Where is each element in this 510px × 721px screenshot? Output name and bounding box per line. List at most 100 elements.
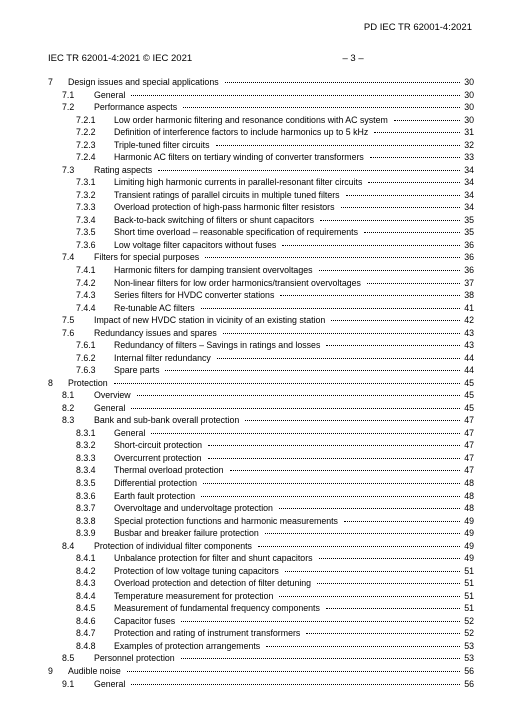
toc-number: 8.1 (62, 391, 94, 400)
toc-leader-dots (282, 245, 460, 246)
toc-number: 7.3 (62, 166, 94, 175)
toc-number: 7.4 (62, 253, 94, 262)
toc-page: 30 (462, 116, 474, 125)
toc-number: 7.3.3 (76, 203, 114, 212)
toc-leader-dots (217, 358, 460, 359)
toc-label: Transient ratings of parallel circuits i… (114, 191, 344, 200)
toc-row: 7.2Performance aspects30 (48, 103, 474, 112)
toc-label: General (114, 429, 149, 438)
toc-page: 36 (462, 253, 474, 262)
toc-leader-dots (279, 596, 460, 597)
toc-leader-dots (367, 283, 460, 284)
toc-leader-dots (225, 82, 461, 83)
toc-label: Bank and sub-bank overall protection (94, 416, 243, 425)
toc-leader-dots (131, 95, 460, 96)
toc-leader-dots (137, 395, 461, 396)
toc-page: 35 (462, 228, 474, 237)
toc-number: 8.3.8 (76, 517, 114, 526)
toc-row: 8.4.7Protection and rating of instrument… (48, 629, 474, 638)
toc-row: 8.3.5Differential protection48 (48, 479, 474, 488)
toc-label: General (94, 404, 129, 413)
toc-leader-dots (266, 646, 460, 647)
toc-number: 8.3.1 (76, 429, 114, 438)
toc-row: 7.6.3Spare parts 44 (48, 366, 474, 375)
toc-leader-dots (265, 533, 460, 534)
toc-page: 56 (462, 680, 474, 689)
toc-page: 47 (462, 466, 474, 475)
toc-page: 48 (462, 479, 474, 488)
toc-label: Busbar and breaker failure protection (114, 529, 263, 538)
toc-row: 8.5Personnel protection53 (48, 654, 474, 663)
toc-label: Rating aspects (94, 166, 156, 175)
toc-number: 7.6.3 (76, 366, 114, 375)
toc-leader-dots (317, 583, 460, 584)
toc-page: 49 (462, 554, 474, 563)
header-left: IEC TR 62001-4:2021 © IEC 2021 (48, 53, 192, 64)
toc-page: 51 (462, 579, 474, 588)
table-of-contents: 7Design issues and special applications3… (48, 78, 474, 689)
toc-label: Triple-tuned filter circuits (114, 141, 214, 150)
toc-number: 8.4.5 (76, 604, 114, 613)
toc-page: 34 (462, 203, 474, 212)
toc-label: Spare parts (114, 366, 163, 375)
toc-row: 8.3.6Earth fault protection48 (48, 492, 474, 501)
toc-number: 8.3.4 (76, 466, 114, 475)
toc-page: 31 (462, 128, 474, 137)
toc-row: 8.3.7Overvoltage and undervoltage protec… (48, 504, 474, 513)
toc-row: 7.4.2Non-linear filters for low order ha… (48, 279, 474, 288)
toc-row: 8.4.5Measurement of fundamental frequenc… (48, 604, 474, 613)
toc-number: 7.2.4 (76, 153, 114, 162)
toc-label: Measurement of fundamental frequency com… (114, 604, 324, 613)
toc-row: 8.1Overview45 (48, 391, 474, 400)
header-row: IEC TR 62001-4:2021 © IEC 2021 – 3 – (48, 53, 474, 64)
toc-page: 49 (462, 542, 474, 551)
toc-number: 7.2.3 (76, 141, 114, 150)
toc-page: 34 (462, 178, 474, 187)
toc-label: Protection and rating of instrument tran… (114, 629, 304, 638)
toc-leader-dots (230, 470, 461, 471)
toc-page: 49 (462, 529, 474, 538)
toc-page: 30 (462, 78, 474, 87)
toc-label: Capacitor fuses (114, 617, 179, 626)
toc-row: 9Audible noise56 (48, 667, 474, 676)
toc-number: 7.2.2 (76, 128, 114, 137)
toc-leader-dots (216, 145, 461, 146)
toc-label: Short-circuit protection (114, 441, 206, 450)
toc-number: 8.3.9 (76, 529, 114, 538)
toc-number: 8.4.6 (76, 617, 114, 626)
toc-label: Series filters for HVDC converter statio… (114, 291, 278, 300)
toc-label: Redundancy of filters – Savings in ratin… (114, 341, 324, 350)
toc-page: 32 (462, 141, 474, 150)
toc-label: Definition of interference factors to in… (114, 128, 372, 137)
toc-label: General (94, 91, 129, 100)
toc-page: 51 (462, 567, 474, 576)
toc-leader-dots (285, 571, 460, 572)
toc-page: 52 (462, 629, 474, 638)
toc-number: 8.4.4 (76, 592, 114, 601)
toc-number: 8.4 (62, 542, 94, 551)
toc-number: 8.2 (62, 404, 94, 413)
toc-leader-dots (326, 608, 460, 609)
toc-page: 30 (462, 91, 474, 100)
toc-number: 8.3.6 (76, 492, 114, 501)
toc-number: 8.3.5 (76, 479, 114, 488)
toc-row: 8.3.2Short-circuit protection47 (48, 441, 474, 450)
toc-number: 8.3 (62, 416, 94, 425)
toc-number: 7.3.5 (76, 228, 114, 237)
toc-number: 8 (48, 379, 68, 388)
toc-page: 43 (462, 341, 474, 350)
toc-page: 53 (462, 654, 474, 663)
toc-label: Personnel protection (94, 654, 179, 663)
toc-label: Special protection functions and harmoni… (114, 517, 342, 526)
toc-page: 44 (462, 366, 474, 375)
toc-page: 34 (462, 191, 474, 200)
toc-row: 7.2.2Definition of interference factors … (48, 128, 474, 137)
toc-number: 8.3.3 (76, 454, 114, 463)
toc-leader-dots (201, 496, 460, 497)
toc-label: Re-tunable AC filters (114, 304, 199, 313)
toc-page: 34 (462, 166, 474, 175)
toc-leader-dots (114, 383, 461, 384)
toc-row: 7.4.3Series filters for HVDC converter s… (48, 291, 474, 300)
toc-leader-dots (151, 433, 460, 434)
toc-leader-dots (245, 420, 460, 421)
